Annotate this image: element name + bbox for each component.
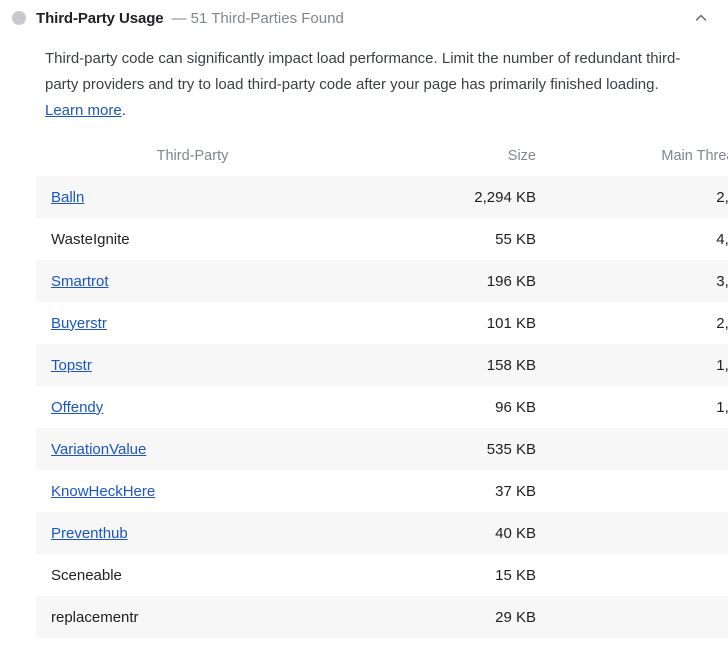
third-party-name: replacementr xyxy=(51,608,139,626)
cell-size: 55 KB xyxy=(495,230,536,248)
description-text-end: . xyxy=(121,102,126,119)
table-row: replacementr 29 KB 127 ms xyxy=(36,596,728,638)
table-row: Topstr 158 KB 1,519 ms xyxy=(36,344,728,386)
third-party-link[interactable]: Topstr xyxy=(51,356,92,374)
table-row: Smartrot 196 KB 3,521 ms xyxy=(36,260,728,302)
cell-size: 196 KB xyxy=(486,272,536,290)
audit-subtitle: — 51 Third-Parties Found xyxy=(171,9,344,27)
cell-main-thread-time: 369 ms xyxy=(551,470,728,512)
cell-main-thread-time: 2,552 ms xyxy=(716,314,728,332)
cell-third-party: Preventhub xyxy=(36,512,349,554)
cell-size: 96 KB xyxy=(495,398,536,416)
cell-third-party: replacementr xyxy=(36,596,349,638)
cell-main-thread-time: 230 ms xyxy=(551,554,728,596)
third-party-link[interactable]: Buyerstr xyxy=(51,314,107,332)
third-party-link[interactable]: Offendy xyxy=(51,398,104,416)
cell-third-party: Topstr xyxy=(36,344,349,386)
table-row: Balln 2,294 KB 2,809 ms xyxy=(36,176,728,218)
audit-header[interactable]: Third-Party Usage — 51 Third-Parties Fou… xyxy=(0,0,728,36)
learn-more-link[interactable]: Learn more xyxy=(45,102,122,119)
table-row: Preventhub 40 KB 351 ms xyxy=(36,512,728,554)
column-header-third-party[interactable]: Third-Party xyxy=(156,148,229,164)
cell-main-thread-time: 4,152 ms xyxy=(716,230,728,248)
cell-third-party: KnowHeckHere xyxy=(36,470,349,512)
cell-third-party: Buyerstr xyxy=(36,302,349,344)
cell-size: 40 KB xyxy=(495,524,536,542)
cell-third-party: Balln xyxy=(36,176,349,218)
table-header-row: Third-Party Size Main Thread Time xyxy=(36,142,728,176)
cell-third-party: Offendy xyxy=(36,386,349,428)
column-header-size[interactable]: Size xyxy=(507,148,536,164)
cell-size: 101 KB xyxy=(486,314,536,332)
table-row: Buyerstr 101 KB 2,552 ms xyxy=(36,302,728,344)
third-party-link[interactable]: KnowHeckHere xyxy=(51,482,156,500)
third-party-name: Sceneable xyxy=(51,566,122,584)
cell-size: 535 KB xyxy=(486,440,536,458)
cell-third-party: Sceneable xyxy=(36,554,349,596)
third-party-link[interactable]: Preventhub xyxy=(51,524,128,542)
table-row: Offendy 96 KB 1,473 ms xyxy=(36,386,728,428)
table-row: Sceneable 15 KB 230 ms xyxy=(36,554,728,596)
table-row: VariationValue 535 KB 0 ms xyxy=(36,428,728,470)
cell-third-party: WasteIgnite xyxy=(36,218,349,260)
cell-main-thread-time: 2,809 ms xyxy=(716,188,728,206)
cell-main-thread-time: 0 ms xyxy=(551,428,728,470)
cell-main-thread-time: 3,521 ms xyxy=(716,272,728,290)
third-party-link[interactable]: VariationValue xyxy=(51,440,147,458)
circle-dot-icon xyxy=(12,11,26,25)
third-party-table: Third-Party Size Main Thread Time Balln 2… xyxy=(36,142,728,638)
audit-description: Third-party code can significantly impac… xyxy=(0,36,728,124)
table-row: WasteIgnite 55 KB 4,152 ms xyxy=(36,218,728,260)
cell-third-party: Smartrot xyxy=(36,260,349,302)
cell-size: 29 KB xyxy=(495,608,536,626)
table-body: Balln 2,294 KB 2,809 ms WasteIgnite 55 KB 4,1… xyxy=(36,176,728,638)
cell-main-thread-time: 1,519 ms xyxy=(716,356,728,374)
description-text: Third-party code can significantly impac… xyxy=(45,50,681,93)
cell-main-thread-time: 1,473 ms xyxy=(716,398,728,416)
chevron-up-icon[interactable] xyxy=(692,9,710,27)
cell-size: 15 KB xyxy=(495,566,536,584)
third-party-link[interactable]: Smartrot xyxy=(51,272,109,290)
third-party-name: WasteIgnite xyxy=(51,230,130,248)
cell-size: 2,294 KB xyxy=(474,188,536,206)
cell-third-party: VariationValue xyxy=(36,428,349,470)
cell-main-thread-time: 127 ms xyxy=(551,596,728,638)
cell-size: 158 KB xyxy=(486,356,536,374)
page-title: Third-Party Usage xyxy=(36,9,164,27)
third-party-link[interactable]: Balln xyxy=(51,188,85,206)
cell-main-thread-time: 351 ms xyxy=(551,512,728,554)
third-party-table-wrap: Third-Party Size Main Thread Time Balln 2… xyxy=(0,142,728,638)
table-row: KnowHeckHere 37 KB 369 ms xyxy=(36,470,728,512)
column-header-main-thread-time[interactable]: Main Thread Time xyxy=(661,148,728,164)
cell-size: 37 KB xyxy=(495,482,536,500)
table-header: Third-Party Size Main Thread Time xyxy=(36,142,728,176)
